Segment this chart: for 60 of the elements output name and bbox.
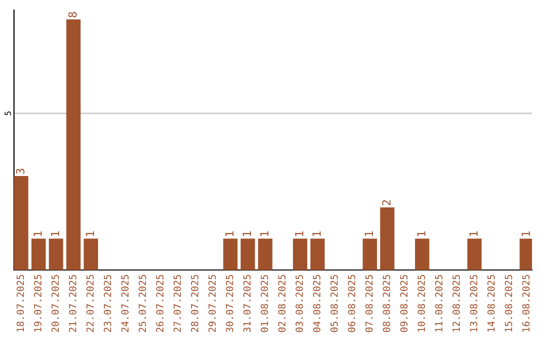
x-tick-label: 21.07.2025 (68, 274, 76, 332)
x-tick-label: 24.07.2025 (121, 274, 129, 332)
bar (66, 19, 81, 270)
bar (415, 238, 430, 270)
data-label: 1 (417, 231, 426, 236)
x-tick-label: 12.08.2025 (452, 274, 460, 332)
bar (240, 238, 255, 270)
x-tick-label: 16.08.2025 (522, 274, 530, 332)
x-tick-label: 22.07.2025 (86, 274, 94, 332)
data-label: 1 (364, 231, 373, 236)
x-tick-label: 06.08.2025 (348, 274, 356, 332)
bar (380, 207, 394, 270)
x-tick-label: 05.08.2025 (330, 274, 338, 332)
data-label: 1 (51, 231, 60, 236)
x-tick-label: 07.08.2025 (365, 274, 373, 332)
x-tick-label: 27.07.2025 (174, 274, 181, 332)
x-tick-label: 26.07.2025 (156, 274, 164, 332)
x-tick-label: 25.07.2025 (138, 274, 146, 332)
x-tick-label: 08.08.2025 (382, 274, 390, 332)
data-label: 8 (68, 12, 77, 18)
data-label: 1 (260, 231, 268, 236)
x-tick-label: 01.08.2025 (260, 274, 268, 332)
bar (48, 238, 64, 270)
x-tick-label: 20.07.2025 (52, 274, 59, 332)
x-tick-label: 09.08.2025 (400, 274, 408, 332)
data-label: 3 (16, 168, 24, 174)
y-tick-label: 5 (4, 112, 11, 116)
x-tick-label: 02.08.2025 (278, 274, 286, 332)
bar (362, 238, 377, 270)
data-label: 2 (382, 200, 390, 206)
x-tick-label: 31.07.2025 (243, 274, 251, 332)
data-label: 1 (86, 231, 94, 236)
x-tick-label: 29.07.2025 (208, 274, 216, 332)
x-tick-label: 30.07.2025 (226, 274, 234, 332)
x-tick-label: 23.07.2025 (104, 274, 112, 332)
x-tick-label: 18.07.2025 (16, 274, 24, 332)
x-tick-label: 11.08.2025 (435, 274, 442, 332)
bar (292, 238, 308, 270)
data-label: 1 (522, 231, 530, 236)
x-tick-label: 19.07.2025 (34, 274, 42, 332)
data-label: 1 (225, 231, 234, 236)
bar (223, 238, 238, 270)
x-tick-label: 10.08.2025 (418, 274, 426, 332)
x-tick-label: 28.07.2025 (190, 274, 198, 332)
x-tick-label: 13.08.2025 (470, 274, 478, 332)
bar (84, 238, 98, 270)
x-tick-label: 14.08.2025 (487, 274, 495, 332)
data-label: 1 (312, 231, 321, 236)
bar (31, 238, 46, 270)
bar (310, 238, 325, 270)
data-label: 1 (242, 231, 251, 236)
bar (14, 176, 28, 270)
x-tick-label: 03.08.2025 (296, 274, 303, 332)
x-tick-label: 04.08.2025 (313, 274, 320, 332)
bar (467, 238, 482, 270)
x-tick-label: 15.08.2025 (504, 274, 512, 332)
bar (258, 238, 272, 270)
data-label: 1 (295, 231, 304, 236)
data-label: 1 (469, 231, 478, 236)
data-label: 1 (34, 231, 42, 236)
